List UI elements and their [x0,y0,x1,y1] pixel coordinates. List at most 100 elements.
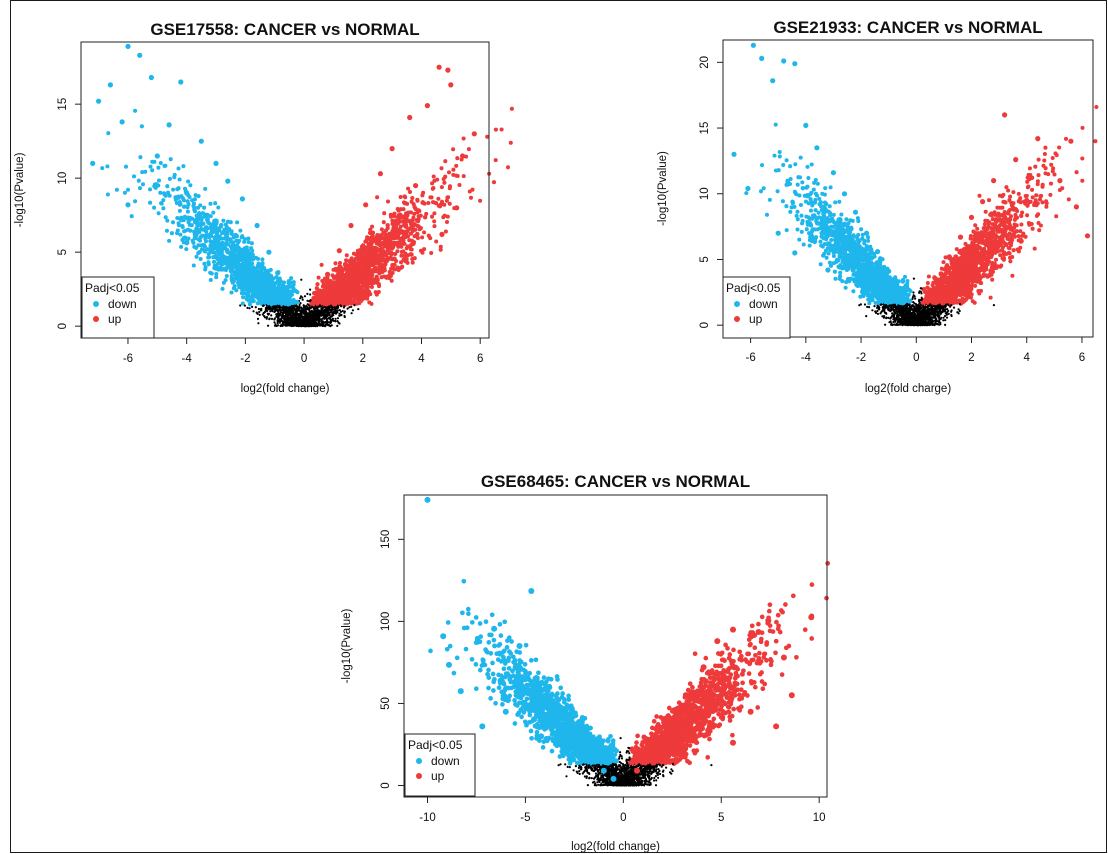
ns-point [308,324,311,327]
ns-point [324,306,327,309]
ns-point [945,316,949,319]
ns-point [257,307,260,311]
up-point [428,236,433,241]
down-point [214,271,219,277]
down-point [119,119,125,125]
down-point [253,255,258,260]
ns-point [254,306,257,309]
up-point [377,248,382,254]
down-point [777,154,782,159]
up-point [342,283,347,288]
ns-point [320,319,323,322]
down-point [154,153,160,159]
down-point [125,43,131,50]
up-point [417,208,422,214]
down-point [229,273,234,279]
up-point [1051,166,1056,171]
up-point [493,127,498,132]
down-point [194,218,199,223]
up-point [402,194,407,199]
down-point [194,245,199,250]
ns-point [303,295,307,298]
down-point [211,210,216,215]
up-point [361,288,366,293]
down-point [292,288,297,294]
down-point [276,298,281,303]
down-point [808,208,814,213]
down-point [192,235,197,240]
ns-point [282,322,285,325]
ns-point [248,307,251,310]
down-point [275,270,281,276]
up-point [461,174,466,179]
up-point [385,223,390,228]
ns-point [276,319,279,322]
up-point [328,286,334,291]
ns-point [293,322,296,325]
up-point [319,262,324,267]
ns-point [306,306,309,309]
up-point [370,269,375,274]
down-point [163,215,168,220]
down-point [165,218,170,223]
up-point [439,166,444,171]
down-point [161,198,166,203]
ns-point [306,322,309,325]
down-point [286,280,291,285]
up-point [322,276,328,281]
up-point [442,180,447,185]
ns-point [286,312,289,315]
up-point [359,267,364,272]
up-point [1080,178,1085,183]
up-point [325,271,331,277]
figure-frame [10,0,1107,853]
up-point [509,106,514,111]
down-point [194,213,199,218]
legend-marker-up [93,316,99,322]
up-point [447,201,452,206]
legend-entry-down: down [108,297,137,311]
up-point [335,298,340,303]
up-point [378,233,383,238]
y-tick-label: 5 [57,249,69,255]
up-point [454,205,460,211]
up-point [391,243,396,248]
up-point [438,244,443,249]
down-point [137,52,143,58]
ns-point [304,313,307,316]
x-tick-label: -2 [240,353,250,365]
ns-point [268,304,271,308]
ns-point [277,316,280,319]
ns-point [282,305,285,308]
down-point [192,209,198,214]
ns-point [309,318,312,321]
down-point [186,179,191,184]
ns-point [246,306,249,309]
up-point [364,252,369,257]
down-point [176,166,181,171]
ns-point [304,305,307,308]
up-point [340,293,345,298]
ns-point [275,313,278,316]
up-point [325,281,330,286]
down-point [194,227,200,233]
down-point [204,229,209,234]
up-point [334,291,339,297]
down-point [240,290,246,295]
ns-point [275,305,278,308]
down-point [168,157,173,162]
down-point [137,186,143,191]
up-point [351,251,356,256]
up-point [372,280,377,285]
ns-point [291,317,294,320]
ns-point [339,310,342,313]
down-point [203,249,208,254]
down-point [295,300,300,305]
up-point [451,172,456,177]
down-point [175,215,180,221]
down-point [179,194,184,199]
down-point [253,284,258,289]
down-point [249,251,254,256]
down-point [213,160,219,166]
down-point [158,160,163,166]
